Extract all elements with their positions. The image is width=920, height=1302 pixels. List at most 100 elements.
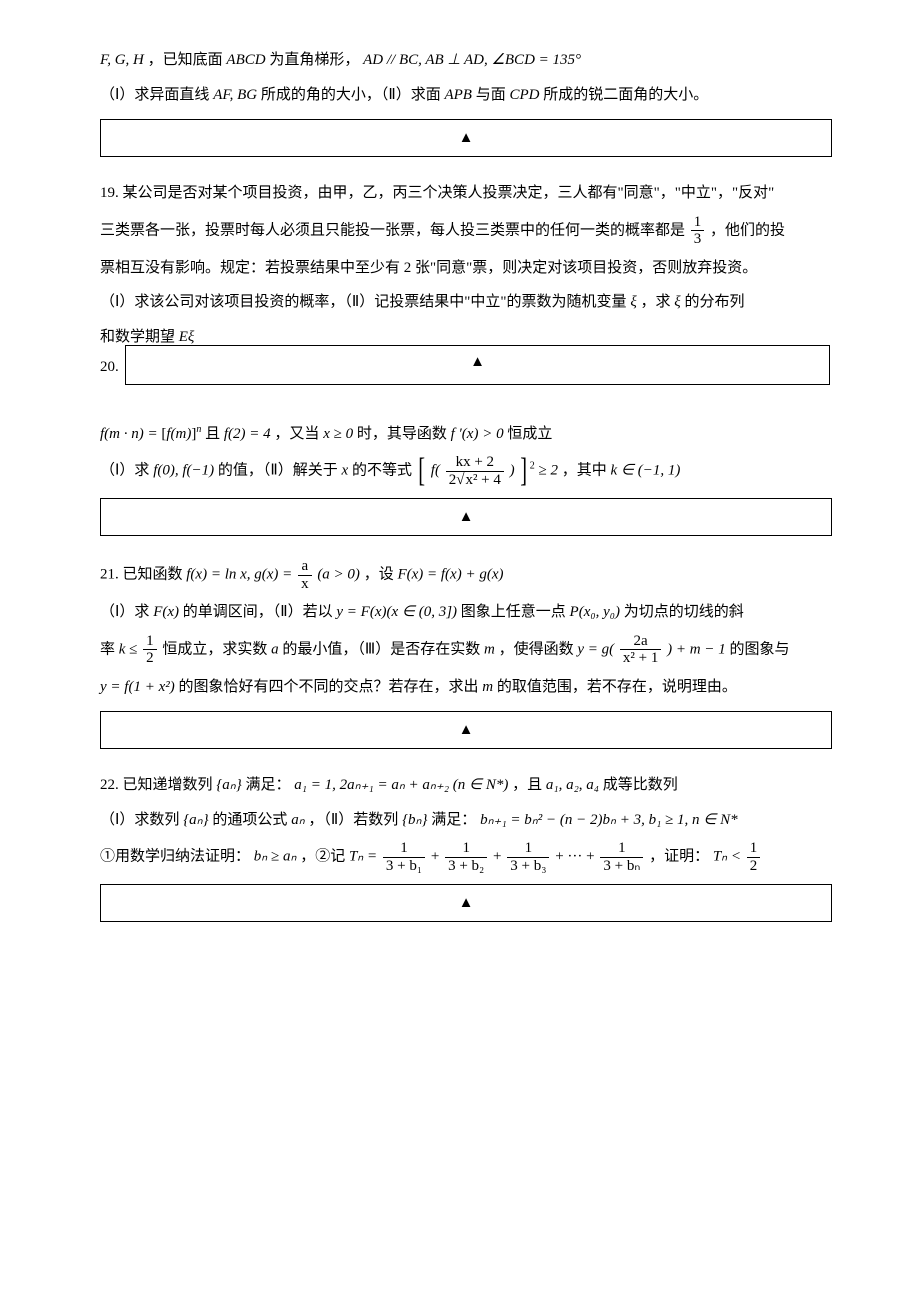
text: F(x) [153, 604, 179, 620]
q22-line3: ①用数学归纳法证明： bₙ ≥ aₙ ，②记 Tₙ = 13 + b₁ + 13… [100, 840, 830, 874]
frac-num: 2a [620, 633, 661, 651]
text: f ′(x) > 0 [451, 426, 504, 442]
frac-num: a [298, 558, 312, 576]
text: 图象上任意一点 [461, 604, 570, 620]
triangle-marker: ▲ [459, 124, 474, 153]
text: ，他们的投 [710, 222, 785, 238]
q21-line3: 率 k ≤ 1 2 恒成立，求实数 a 的最小值，（Ⅲ）是否存在实数 m ，使得… [100, 633, 830, 667]
q20-number: 20. [100, 353, 119, 382]
triangle-marker: ▲ [459, 716, 474, 745]
answer-box-18: ▲ [100, 119, 832, 157]
q20-line3: （Ⅰ）求 f(0), f(−1) 的值，（Ⅱ）解关于 x 的不等式 [ f( k… [100, 454, 830, 488]
text: f(x) = ln x, g(x) = [186, 566, 296, 582]
text: 率 [100, 641, 119, 657]
text: ，其中 [562, 462, 611, 478]
text: a₁ = 1, 2aₙ₊₁ = aₙ + aₙ₊₂ (n ∈ N*) [294, 777, 508, 793]
text: ，又当 [274, 426, 323, 442]
text: 和数学期望 [100, 329, 175, 345]
text: a [271, 641, 279, 657]
document-page: F, G, H ，已知底面 ABCD 为直角梯形， AD // BC, AB ⊥… [0, 0, 920, 1004]
triangle-marker: ▲ [470, 348, 485, 377]
triangle-marker: ▲ [459, 889, 474, 918]
text: 的图象与 [729, 641, 789, 657]
q20-inner-frac: kx + 2 2√x² + 4 [446, 454, 504, 488]
q19-line1: 19. 某公司是否对某个项目投资，由甲，乙，丙三个决策人投票决定，三人都有"同意… [100, 179, 830, 208]
f2: 13 + b₂ [445, 840, 487, 874]
text: ) + m − 1 [667, 641, 726, 657]
text: 的最小值，（Ⅲ）是否存在实数 [282, 641, 484, 657]
q18-cond: AD // BC, AB ⊥ AD, ∠BCD = 135° [363, 52, 581, 68]
e-xi: Eξ [179, 329, 195, 345]
q19-line3: 票相互没有影响。规定：若投票结果中至少有 2 张"同意"票，则决定对该项目投资，… [100, 254, 830, 283]
text: 的不等式 [352, 462, 412, 478]
q18-abcd: ABCD [226, 52, 265, 68]
text: ，设 [364, 566, 398, 582]
text: ，使得函数 [499, 641, 578, 657]
exp-n: n [196, 424, 201, 435]
right-bracket: ] [521, 455, 528, 487]
text: ，求 [641, 294, 671, 310]
n: 1 [600, 840, 643, 858]
text: 满足： [246, 777, 291, 793]
text: （Ⅰ）求数列 [100, 812, 183, 828]
text: ，②记 [300, 848, 349, 864]
q19-line2: 三类票各一张，投票时每人必须且只能投一张票，每人投三类票中的任何一类的概率都是 … [100, 214, 830, 248]
text: ①用数学归纳法证明： [100, 848, 250, 864]
text: 所成的角的大小，（Ⅱ）求面 [261, 87, 441, 103]
text: aₙ [291, 812, 304, 828]
answer-box-21: ▲ [100, 711, 832, 749]
q18-line2: （Ⅰ）求异面直线 AF, BG 所成的角的大小，（Ⅱ）求面 APB 与面 CPD… [100, 81, 830, 110]
text: 21. 已知函数 [100, 566, 186, 582]
q19-line4: （Ⅰ）求该公司对该项目投资的概率，（Ⅱ）记投票结果中"中立"的票数为随机变量 ξ… [100, 288, 830, 317]
q18-line1: F, G, H ，已知底面 ABCD 为直角梯形， AD // BC, AB ⊥… [100, 46, 830, 75]
text: k ∈ (−1, 1) [610, 462, 680, 478]
q18-fgh: F, G, H [100, 52, 144, 68]
text: （Ⅰ）求该公司对该项目投资的概率，（Ⅱ）记投票结果中"中立"的票数为随机变量 [100, 294, 627, 310]
text: ，证明： [649, 848, 709, 864]
text: 的单调区间，（Ⅱ）若以 [183, 604, 337, 620]
text: P(x₀, y₀) [570, 604, 620, 620]
text: 恒成立 [507, 426, 552, 442]
text: （Ⅰ）求异面直线 [100, 87, 209, 103]
text: 成等比数列 [603, 777, 678, 793]
text: f(m · n) = [100, 426, 161, 442]
n: 1 [507, 840, 549, 858]
q22-line1: 22. 已知递增数列 {aₙ} 满足： a₁ = 1, 2aₙ₊₁ = aₙ +… [100, 771, 830, 800]
frac-den: x² + 1 [620, 650, 661, 667]
text: {aₙ} [216, 777, 241, 793]
q21-line4: y = f(1 + x²) 的图象恰好有四个不同的交点？若存在，求出 m 的取值… [100, 673, 830, 702]
q21-line1: 21. 已知函数 f(x) = ln x, g(x) = a x (a > 0)… [100, 558, 830, 592]
text: {bₙ} [402, 812, 427, 828]
frac-num: 1 [691, 214, 705, 232]
text: 所成的锐二面角的大小。 [543, 87, 708, 103]
q20-overlap-row: 已知函数 y = f(x) 定义在 R 上的偶函数，其图象均在 x 轴的上方，对… [100, 345, 830, 374]
text: x [342, 462, 349, 478]
text: y = F(x)(x ∈ (0, 3]) [336, 604, 457, 620]
xi-2: ξ [674, 294, 680, 310]
q18-cpd: CPD [509, 87, 539, 103]
text: f(2) = 4 [224, 426, 271, 442]
n: 1 [445, 840, 487, 858]
d: 3 + bₙ [600, 858, 643, 875]
f1: 13 + b₁ [383, 840, 425, 874]
q21-line2: （Ⅰ）求 F(x) 的单调区间，（Ⅱ）若以 y = F(x)(x ∈ (0, 3… [100, 598, 830, 627]
d: 3 + b₂ [445, 858, 487, 875]
text: （Ⅰ）求 [100, 462, 153, 478]
text: f(m) [166, 426, 191, 442]
triangle-marker: ▲ [459, 503, 474, 532]
text: y = f(1 + x²) [100, 679, 175, 695]
n: 1 [383, 840, 425, 858]
text: m [482, 679, 493, 695]
text: ，（Ⅱ）若数列 [308, 812, 402, 828]
text: 的值，（Ⅱ）解关于 [218, 462, 342, 478]
text: bₙ ≥ aₙ [254, 848, 297, 864]
f-close: ) [510, 462, 515, 478]
frac-2a: 2a x² + 1 [620, 633, 661, 667]
q20-line2: f(m · n) = [f(m)]n 且 f(2) = 4 ，又当 x ≥ 0 … [100, 420, 830, 449]
frac-den: x [298, 576, 312, 593]
d: 2 [747, 858, 761, 875]
text: 为切点的切线的斜 [624, 604, 744, 620]
d: 3 + b₁ [383, 858, 425, 875]
frac-num: kx + 2 [446, 454, 504, 472]
f-open: f( [431, 462, 440, 478]
